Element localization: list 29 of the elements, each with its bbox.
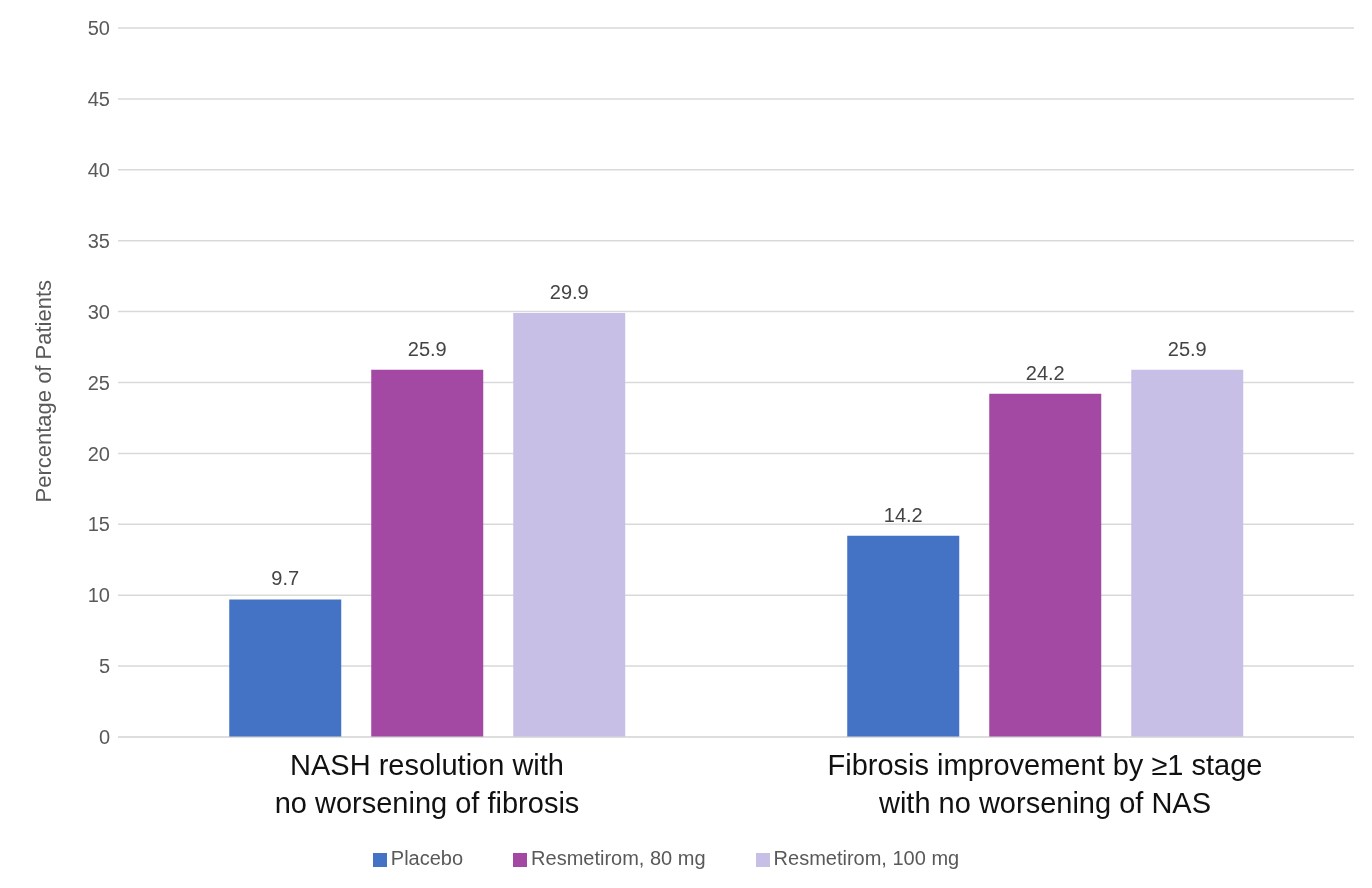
bar [1131,369,1244,737]
data-label: 9.7 [271,567,300,590]
data-label: 24.2 [1025,361,1065,384]
x-tick-label: Fibrosis improvement by ≥1 stage with no worsening of NAS [827,749,1263,819]
y-tick-label: 35 [87,229,110,252]
y-tick-label: 5 [98,655,110,678]
legend-label: Resmetirom, 80 mg [531,847,706,869]
y-tick-label: 15 [87,513,110,536]
legend-label: Placebo [390,847,464,869]
legend-label: Resmetirom, 100 mg [773,847,960,869]
bar [229,599,342,737]
data-label: 29.9 [549,281,589,304]
y-tick-label: 10 [87,584,110,607]
bar [513,313,626,737]
bar [371,369,484,737]
y-tick-label: 20 [87,442,110,465]
y-tick-label: 45 [87,88,110,110]
y-tick-label: 40 [87,158,110,181]
bar [847,535,960,737]
data-label: 14.2 [883,503,923,526]
data-label: 25.9 [1167,337,1207,360]
y-tick-label: 30 [87,300,110,323]
y-tick-label: 25 [87,371,110,394]
y-axis-title: Percentage of Patients [30,279,56,503]
y-tick-label: 0 [98,726,110,749]
x-tick-label: NASH resolution with no worsening of fibrosis [274,749,580,819]
bar [989,393,1102,737]
data-label: 25.9 [407,337,447,360]
y-tick-label: 50 [87,17,110,40]
